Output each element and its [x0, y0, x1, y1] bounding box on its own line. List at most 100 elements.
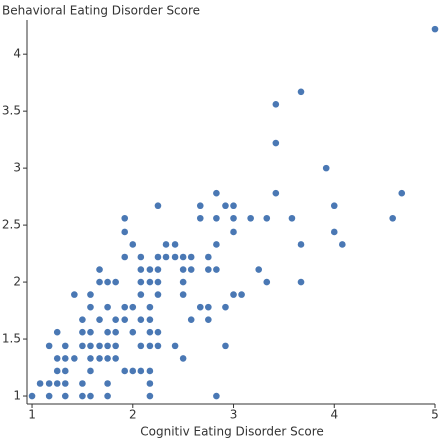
point	[179, 278, 187, 286]
point	[179, 253, 187, 261]
point	[389, 214, 396, 222]
point	[146, 392, 154, 400]
x-tick-label: 4	[330, 408, 338, 422]
point	[96, 355, 103, 362]
point	[79, 380, 86, 387]
point	[121, 214, 129, 222]
point	[96, 266, 103, 273]
point	[121, 303, 129, 311]
point	[87, 355, 94, 362]
point	[213, 214, 220, 222]
point	[263, 278, 271, 286]
point	[238, 291, 245, 298]
point	[339, 241, 346, 248]
point	[154, 202, 162, 210]
point	[137, 342, 145, 350]
point	[213, 189, 220, 197]
x-tick-label: 2	[129, 408, 137, 422]
point	[129, 241, 137, 248]
point	[398, 189, 406, 197]
point	[87, 291, 94, 298]
point	[222, 342, 229, 350]
point	[205, 303, 212, 311]
y-tick-label: 2.5	[2, 218, 21, 232]
point	[187, 316, 195, 323]
point	[36, 380, 44, 387]
point	[297, 278, 305, 286]
point	[255, 266, 263, 273]
point	[247, 214, 254, 222]
point	[104, 303, 111, 311]
point	[112, 316, 119, 323]
point	[297, 241, 305, 248]
point	[112, 328, 119, 336]
point	[330, 202, 338, 210]
point	[137, 291, 145, 298]
point	[196, 202, 204, 210]
point	[45, 392, 53, 400]
x-tick-label: 3	[230, 408, 238, 422]
point	[230, 291, 237, 298]
point	[154, 266, 162, 273]
point	[230, 214, 237, 222]
point	[61, 355, 69, 362]
point	[87, 328, 94, 336]
point	[205, 253, 212, 261]
point	[187, 253, 195, 261]
point	[154, 278, 162, 286]
point	[196, 303, 204, 311]
point	[179, 266, 187, 273]
point	[146, 367, 154, 375]
point	[431, 25, 439, 33]
point	[154, 291, 162, 298]
point	[96, 342, 103, 350]
point	[121, 316, 129, 323]
point	[112, 278, 119, 286]
point	[53, 367, 61, 375]
point	[137, 266, 145, 273]
point	[137, 367, 145, 375]
point	[146, 266, 154, 273]
y-tick-label: 1.5	[2, 332, 21, 346]
point	[162, 253, 170, 261]
point	[146, 303, 154, 311]
point	[129, 328, 137, 336]
point	[79, 328, 86, 336]
point	[61, 367, 69, 375]
point	[272, 101, 280, 108]
point	[146, 328, 154, 336]
point	[213, 241, 220, 248]
point	[61, 380, 69, 387]
point	[61, 392, 69, 400]
point	[53, 328, 61, 336]
y-tick-label: 3.5	[2, 104, 21, 118]
point	[129, 303, 137, 311]
x-tick-label: 5	[431, 408, 439, 422]
point	[104, 278, 111, 286]
point	[179, 291, 187, 298]
point	[121, 228, 129, 236]
point	[171, 342, 179, 350]
point	[222, 303, 229, 311]
point	[146, 380, 154, 387]
point	[137, 278, 145, 286]
point	[179, 355, 187, 362]
point	[96, 316, 103, 323]
chart-title: Behavioral Eating Disorder Score	[2, 4, 200, 18]
point	[137, 316, 145, 323]
point	[146, 316, 154, 323]
point	[121, 367, 129, 375]
point	[330, 228, 338, 236]
point	[205, 316, 212, 323]
point	[171, 241, 179, 248]
point	[288, 214, 296, 222]
point	[104, 380, 111, 387]
y-tick-label: 4	[13, 47, 21, 61]
point	[187, 266, 195, 273]
point	[205, 266, 212, 273]
point	[87, 303, 94, 311]
y-tick-label: 3	[13, 161, 21, 175]
point	[79, 392, 86, 400]
point	[53, 355, 61, 362]
